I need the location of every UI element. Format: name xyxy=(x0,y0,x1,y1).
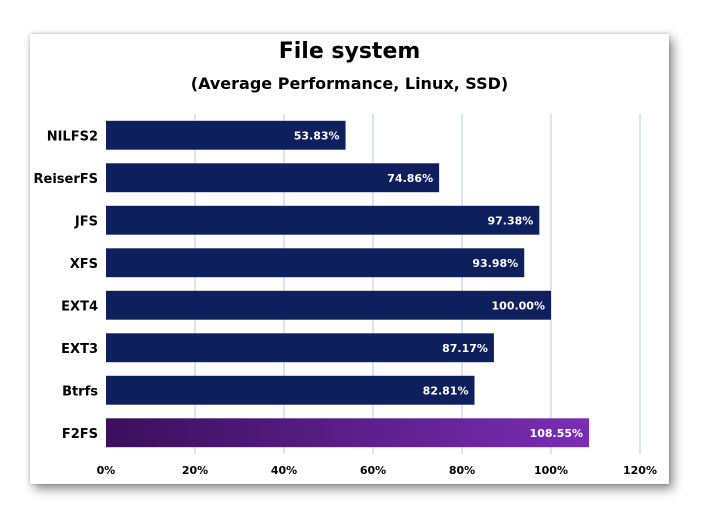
category-label: JFS xyxy=(74,214,98,229)
bar-ext3 xyxy=(106,333,494,363)
bars: 53.83% 74.86% 97.38% 93.98% 100.00% 87.17% 82.… xyxy=(106,120,590,448)
bar-value-label: 74.86% xyxy=(387,172,433,185)
chart-title: File system xyxy=(278,39,421,64)
category-label: ReiserFS xyxy=(34,172,99,187)
x-tick-label: 0% xyxy=(97,464,116,477)
chart-card: File system (Average Performance, Linux,… xyxy=(30,34,669,484)
bar-value-label: 53.83% xyxy=(294,129,340,142)
bar-value-label: 93.98% xyxy=(472,257,518,270)
bar-ext4 xyxy=(106,290,551,320)
category-label: EXT3 xyxy=(61,342,98,357)
category-label: EXT4 xyxy=(61,299,98,314)
x-tick-label: 20% xyxy=(182,464,208,477)
chart-subtitle: (Average Performance, Linux, SSD) xyxy=(190,74,509,93)
x-tick-label: 100% xyxy=(534,464,568,477)
category-label: XFS xyxy=(70,257,98,272)
bar-value-label: 82.81% xyxy=(423,384,469,397)
category-label: Btrfs xyxy=(62,384,98,399)
bar-value-label: 97.38% xyxy=(488,214,534,227)
bar-nilfs2 xyxy=(106,120,346,150)
x-tick-label: 60% xyxy=(360,464,386,477)
bar-xfs xyxy=(106,248,525,278)
bar-value-label: 108.55% xyxy=(530,427,583,440)
bar-jfs xyxy=(106,205,540,235)
category-labels: NILFS2 ReiserFS JFS XFS EXT4 EXT3 Btrfs F2FS xyxy=(34,129,99,442)
x-tick-label: 80% xyxy=(449,464,475,477)
x-tick-label: 40% xyxy=(271,464,297,477)
bar-btrfs xyxy=(106,375,475,405)
bar-chart: 53.83% 74.86% 97.38% 93.98% 100.00% 87.17% 82.… xyxy=(34,114,657,477)
bar-reiserfs xyxy=(106,163,440,193)
category-label: F2FS xyxy=(62,427,98,442)
category-label: NILFS2 xyxy=(47,129,98,144)
x-axis-tick-labels: 0% 20% 40% 60% 80% 100% 120% xyxy=(97,464,657,477)
bar-value-label: 87.17% xyxy=(442,342,488,355)
bar-f2fs xyxy=(106,418,590,448)
bar-value-label: 100.00% xyxy=(492,299,545,312)
x-tick-label: 120% xyxy=(623,464,657,477)
